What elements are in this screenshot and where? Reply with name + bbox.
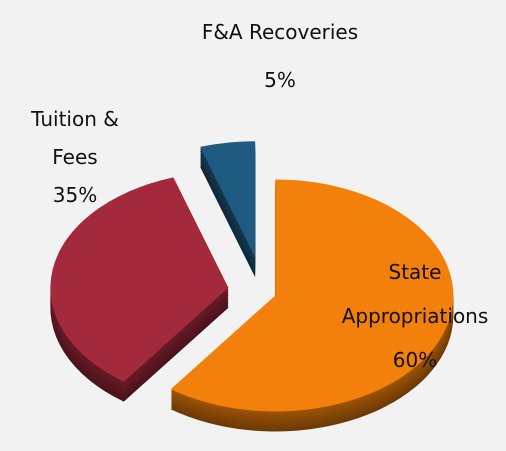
slice	[50, 177, 229, 382]
category-name: State Appropriations	[341, 260, 489, 328]
slice	[200, 141, 256, 258]
slice-label: State Appropriations 60%	[330, 250, 500, 382]
value-label: 60%	[392, 348, 438, 372]
slice	[170, 179, 454, 412]
category-name: Tuition & Fees	[31, 107, 119, 169]
slice-label: F&A Recoveries 5%	[190, 8, 370, 104]
slice-label: Tuition & Fees 35%	[10, 100, 140, 214]
value-label: 35%	[52, 183, 98, 207]
value-label: 5%	[264, 68, 296, 92]
category-name: F&A Recoveries	[201, 20, 359, 44]
